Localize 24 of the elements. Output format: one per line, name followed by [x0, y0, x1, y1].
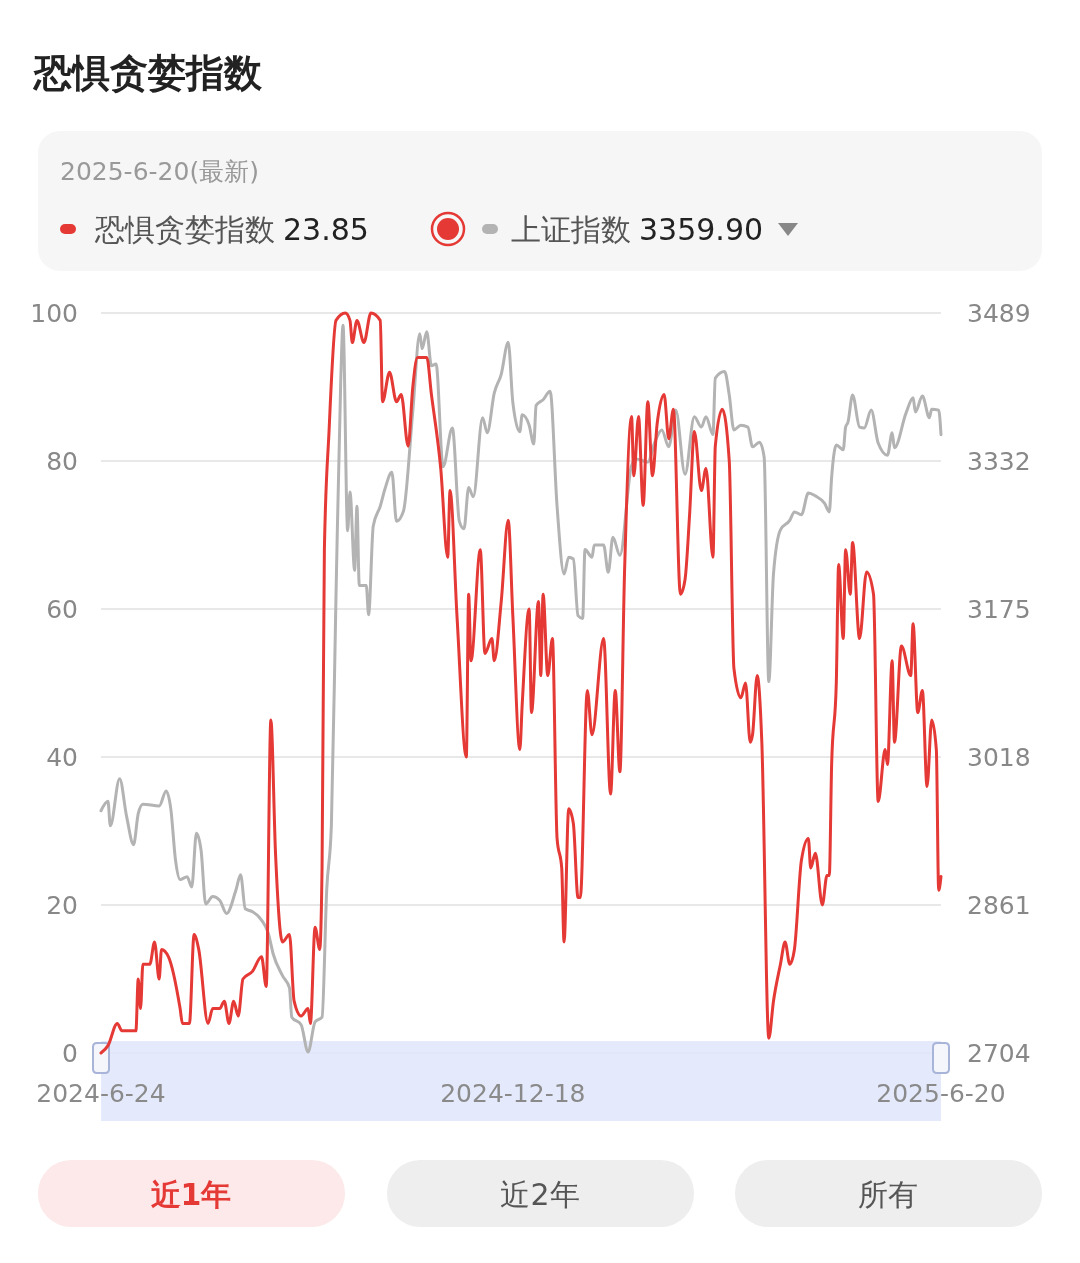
- text: 3359.90: [639, 212, 764, 247]
- chart-subtitle: 2025-6-20(最新): [60, 157, 259, 186]
- y2-tick-label: 3018: [967, 743, 1031, 772]
- y-tick-label: 20: [46, 891, 78, 920]
- text: 所有: [858, 1177, 918, 1212]
- y-tick-label: 100: [30, 299, 78, 328]
- y2-tick-label: 2704: [967, 1039, 1031, 1068]
- legend-label: 恐惧贪婪指数: [95, 212, 275, 247]
- chart-title: 恐惧贪婪指数: [32, 51, 263, 95]
- y-tick-label: 60: [46, 595, 78, 624]
- y2-tick-label: 3332: [967, 447, 1031, 476]
- y-tick-label: 80: [46, 447, 78, 476]
- x-tick-label: 2024-6-24: [36, 1079, 166, 1108]
- text: 23.85: [283, 212, 369, 247]
- y2-tick-label: 2861: [967, 891, 1031, 920]
- text: 近1年: [150, 1177, 232, 1212]
- legend-label: 上证指数: [511, 212, 631, 247]
- y-tick-label: 0: [62, 1039, 78, 1068]
- text: 近2年: [500, 1177, 580, 1212]
- y2-tick-label: 3489: [967, 299, 1031, 328]
- x-tick-label: 2024-12-18: [440, 1079, 586, 1108]
- y-tick-label: 40: [46, 743, 78, 772]
- x-tick-label: 2025-6-20: [876, 1079, 1006, 1108]
- y2-tick-label: 3175: [967, 595, 1031, 624]
